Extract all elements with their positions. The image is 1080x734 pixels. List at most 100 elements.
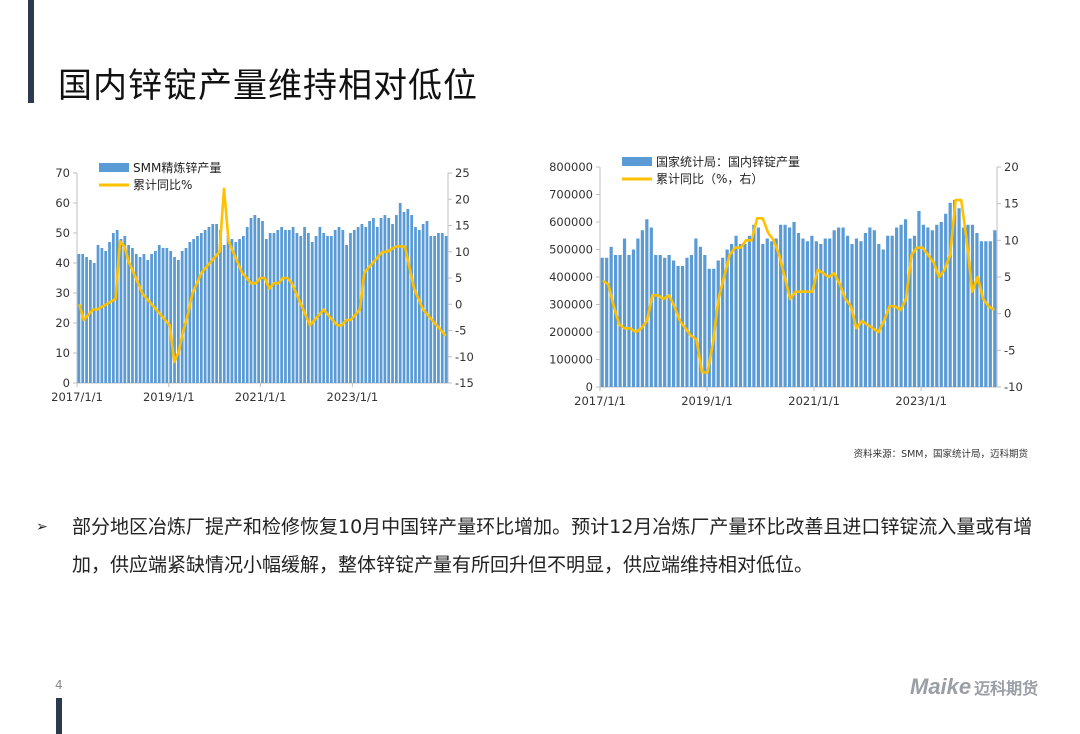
bar xyxy=(993,230,997,387)
bar xyxy=(96,245,100,383)
bar xyxy=(196,236,199,383)
bar xyxy=(805,241,810,387)
right-tick-label: 10 xyxy=(1004,233,1019,247)
bar xyxy=(917,211,921,387)
bar xyxy=(671,260,676,387)
chart-svg: 0 100000 200000 300000 400000 500000 600000 700… xyxy=(549,154,1023,408)
bar xyxy=(636,238,640,387)
bar xyxy=(345,245,349,383)
bar xyxy=(899,224,903,387)
bar xyxy=(770,241,774,387)
bar xyxy=(284,230,287,383)
right-tick-label: -10 xyxy=(1004,380,1023,394)
x-tick-label: 2023/1/1 xyxy=(327,390,379,404)
bar xyxy=(303,227,306,383)
bar xyxy=(249,218,253,383)
bar xyxy=(261,221,264,383)
bar xyxy=(337,227,341,383)
bar xyxy=(618,255,622,387)
bar xyxy=(783,224,787,387)
bar xyxy=(645,219,649,387)
bar xyxy=(743,244,747,387)
bar xyxy=(241,236,245,383)
bar xyxy=(268,233,272,383)
bar xyxy=(421,224,425,383)
bar xyxy=(761,244,765,387)
bar xyxy=(819,244,823,387)
bar xyxy=(979,241,983,387)
bar xyxy=(176,260,180,383)
bar xyxy=(779,224,783,387)
right-tick-label: -5 xyxy=(455,324,466,338)
cumulative-yoy-line xyxy=(602,198,995,374)
bar xyxy=(222,245,226,383)
bar xyxy=(394,215,398,383)
bar xyxy=(322,233,326,383)
bar xyxy=(698,246,702,387)
bar xyxy=(253,215,257,383)
bar xyxy=(614,255,618,387)
bar xyxy=(188,242,192,383)
bar xyxy=(640,230,644,387)
bar xyxy=(622,238,627,387)
left-tick-label: 300000 xyxy=(549,298,593,312)
bar xyxy=(150,254,153,383)
bar xyxy=(810,235,814,387)
bar xyxy=(165,248,169,383)
bar xyxy=(725,249,729,387)
bar xyxy=(295,233,299,383)
bar xyxy=(437,233,440,383)
bar xyxy=(372,218,375,383)
bar xyxy=(368,221,371,383)
left-tick-label: 400000 xyxy=(549,270,593,284)
bar xyxy=(845,235,850,387)
bar xyxy=(676,266,680,387)
arrow-bullet-icon: ➢ xyxy=(36,519,48,535)
right-tick-label: 5 xyxy=(455,271,462,285)
bar xyxy=(356,227,360,383)
bar xyxy=(402,212,406,383)
bar xyxy=(984,241,988,387)
bar xyxy=(863,233,868,387)
bar xyxy=(734,235,738,387)
bar xyxy=(199,233,203,383)
bar xyxy=(600,257,604,387)
page-number: 4 xyxy=(55,678,63,692)
logo-latin-text: Maike xyxy=(910,674,972,699)
left-tick-label: 500000 xyxy=(549,243,593,257)
title-accent-bar xyxy=(28,0,34,103)
left-tick-label: 40 xyxy=(55,256,70,270)
bar xyxy=(444,236,448,383)
bar xyxy=(119,239,123,383)
right-tick-label: 0 xyxy=(1004,307,1011,321)
right-tick-label: 15 xyxy=(1004,197,1019,211)
bar xyxy=(667,255,671,387)
right-tick-label: 20 xyxy=(1004,160,1019,174)
bar xyxy=(957,208,961,387)
bar xyxy=(429,236,433,383)
bar xyxy=(948,202,952,387)
source-note: 资料来源：SMM，国家统计局，迈科期货 xyxy=(853,449,1028,460)
x-tick-label: 2021/1/1 xyxy=(788,394,840,408)
bar xyxy=(417,230,421,383)
bar xyxy=(245,227,249,383)
bar xyxy=(609,246,613,387)
bar xyxy=(440,233,444,383)
bar xyxy=(318,227,322,383)
legend-bar-swatch xyxy=(99,163,129,172)
bar xyxy=(92,263,96,383)
bar xyxy=(663,257,667,387)
bar xyxy=(796,233,801,387)
bar xyxy=(868,227,872,387)
bar xyxy=(912,235,917,387)
bar xyxy=(877,244,881,387)
bar xyxy=(287,230,291,383)
left-tick-label: 50 xyxy=(55,226,70,240)
bar xyxy=(939,222,943,387)
bar xyxy=(264,239,268,383)
bar xyxy=(77,254,81,383)
bar xyxy=(146,260,150,383)
bar xyxy=(383,215,387,383)
right-tick-label: 25 xyxy=(455,166,470,180)
bar xyxy=(890,235,894,387)
